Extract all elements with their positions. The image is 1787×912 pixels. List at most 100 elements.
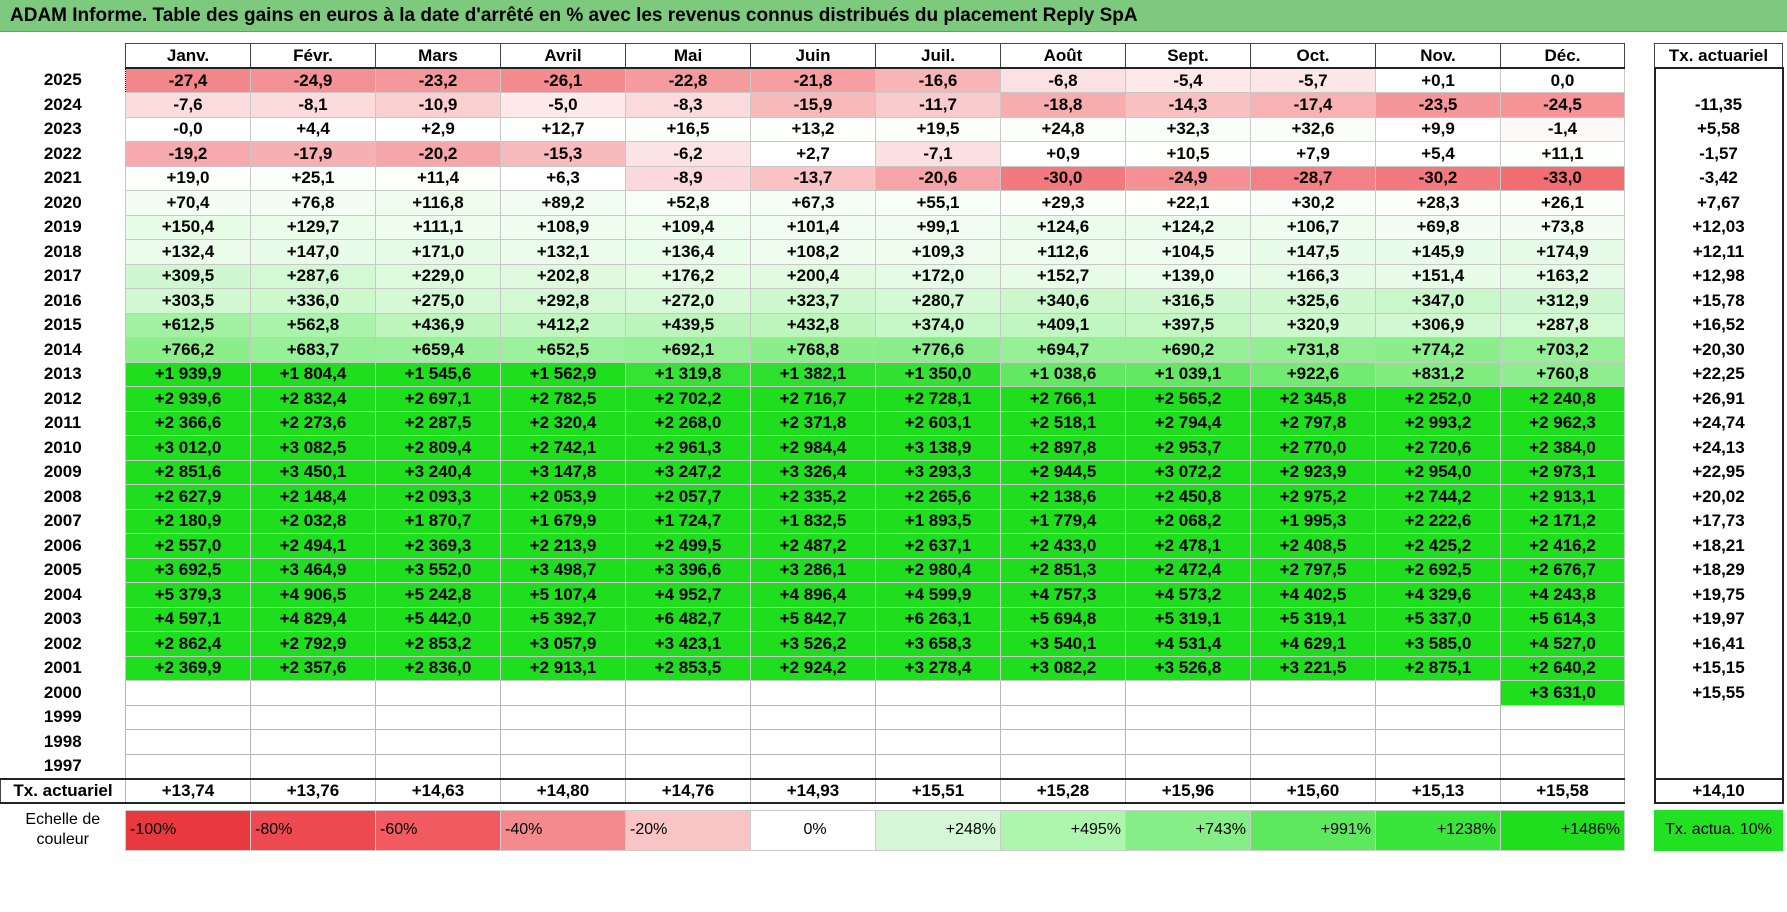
gain-cell: +2 944,5 <box>1000 459 1126 485</box>
gain-cell: +202,8 <box>500 263 626 289</box>
spacer <box>1624 435 1655 460</box>
gain-cell: +2 345,8 <box>1250 386 1376 412</box>
tx-cell: +15,78 <box>1653 288 1784 313</box>
gain-cell <box>250 753 376 779</box>
tx-cell: +7,67 <box>1653 190 1784 215</box>
spacer <box>1624 68 1655 93</box>
gain-cell: -5,4 <box>1125 67 1251 93</box>
gain-cell: -5,7 <box>1250 67 1376 93</box>
scale-swatch: +991% <box>1250 809 1376 851</box>
scale-swatch: -80% <box>250 809 376 851</box>
gain-cell: +13,2 <box>750 116 876 142</box>
gain-cell: +2 384,0 <box>1500 435 1625 461</box>
gain-cell: +132,1 <box>500 239 626 265</box>
gain-cell: +16,5 <box>625 116 751 142</box>
gain-cell <box>1250 753 1376 779</box>
gain-cell: +2 853,2 <box>375 631 501 657</box>
gain-cell: +145,9 <box>1375 239 1501 265</box>
table-row: 2009 +2 851,6 +3 450,1 +3 240,4 +3 147,8 +3 2… <box>1 459 1784 485</box>
gain-cell <box>625 704 751 730</box>
gain-cell: +5 337,0 <box>1375 606 1501 632</box>
footer-tx-cell: +15,51 <box>875 777 1001 804</box>
gain-cell: +171,0 <box>375 239 501 265</box>
gain-cell <box>125 729 251 755</box>
gain-cell: +2 836,0 <box>375 655 501 681</box>
gain-cell: +2 913,1 <box>500 655 626 681</box>
month-header: Sept. <box>1125 43 1251 69</box>
gain-cell: +3 221,5 <box>1250 655 1376 681</box>
gain-cell: +76,8 <box>250 190 376 216</box>
gain-cell: +347,0 <box>1375 288 1501 314</box>
gain-cell: -20,6 <box>875 165 1001 191</box>
gain-cell: +4 329,6 <box>1375 582 1501 608</box>
gain-cell: -23,5 <box>1375 92 1501 118</box>
gain-cell: +272,0 <box>625 288 751 314</box>
gain-cell <box>625 753 751 779</box>
gain-cell: +2 273,6 <box>250 410 376 436</box>
gain-cell: +9,9 <box>1375 116 1501 142</box>
gain-cell: -22,8 <box>625 67 751 93</box>
gain-cell <box>750 729 876 755</box>
spacer <box>1624 386 1655 411</box>
gain-cell: +2 923,9 <box>1250 459 1376 485</box>
gain-cell: +2 832,4 <box>250 386 376 412</box>
gain-cell: -27,4 <box>125 67 251 93</box>
gain-cell: +3 072,2 <box>1125 459 1251 485</box>
month-header: Janv. <box>125 43 251 69</box>
spacer <box>1624 288 1655 313</box>
table-row: 2018 +132,4 +147,0 +171,0 +132,1 +136,4 +108,2… <box>1 239 1784 265</box>
gain-cell: +2 425,2 <box>1375 533 1501 559</box>
gain-cell: -30,0 <box>1000 165 1126 191</box>
gain-cell: +5,4 <box>1375 141 1501 167</box>
table-row: 2019 +150,4 +129,7 +111,1 +108,9 +109,4 +101,4… <box>1 214 1784 240</box>
gain-cell: -26,1 <box>500 67 626 93</box>
gain-cell: +2 702,2 <box>625 386 751 412</box>
gain-cell: +690,2 <box>1125 337 1251 363</box>
gain-cell: +4 243,8 <box>1500 582 1625 608</box>
gain-cell: +2 093,3 <box>375 484 501 510</box>
table-row: 2020 +70,4 +76,8 +116,8 +89,2 +52,8 +67,3 +55,1… <box>1 190 1784 216</box>
gain-cell: +5 392,7 <box>500 606 626 632</box>
gain-cell: +2 369,3 <box>375 533 501 559</box>
report-title: ADAM Informe. Table des gains en euros à… <box>0 0 1787 32</box>
month-header: Févr. <box>250 43 376 69</box>
month-header: Juin <box>750 43 876 69</box>
gain-cell: +325,6 <box>1250 288 1376 314</box>
tx-cell: +22,95 <box>1653 460 1784 485</box>
gain-cell: +4 573,2 <box>1125 582 1251 608</box>
table-row: 1999 <box>1 704 1784 730</box>
tx-actuariel-footer-row: Tx. actuariel +13,74 +13,76 +14,63 +14,80 +14… <box>0 777 1784 804</box>
year-label: 2000 <box>43 682 82 702</box>
gain-cell: +2 797,8 <box>1250 410 1376 436</box>
gain-cell: +32,3 <box>1125 116 1251 142</box>
gain-cell: +2 557,0 <box>125 533 251 559</box>
month-header: Août <box>1000 43 1126 69</box>
gain-cell: +5 442,0 <box>375 606 501 632</box>
gain-cell: +683,7 <box>250 337 376 363</box>
gain-cell: +432,8 <box>750 312 876 338</box>
gain-cell: +2 499,5 <box>625 533 751 559</box>
gain-cell: +5 694,8 <box>1000 606 1126 632</box>
month-header: Mars <box>375 43 501 69</box>
gain-cell <box>1375 704 1501 730</box>
gain-cell: +108,2 <box>750 239 876 265</box>
gain-cell: +3 057,9 <box>500 631 626 657</box>
month-header: Nov. <box>1375 43 1501 69</box>
gain-cell: +336,0 <box>250 288 376 314</box>
gain-cell: +26,1 <box>1500 190 1625 216</box>
table-row: 2010 +3 012,0 +3 082,5 +2 809,4 +2 742,1 +2 9… <box>1 435 1784 461</box>
gain-cell: +5 107,4 <box>500 582 626 608</box>
tx-cell: +15,55 <box>1653 680 1784 705</box>
spacer <box>1624 141 1655 166</box>
gain-cell: +6 263,1 <box>875 606 1001 632</box>
gain-cell: +303,5 <box>125 288 251 314</box>
footer-tx-cell: +15,58 <box>1500 777 1625 804</box>
table-row: 2004 +5 379,3 +4 906,5 +5 242,8 +5 107,4 +4 9… <box>1 582 1784 608</box>
tx-cell: +22,25 <box>1653 362 1784 387</box>
gain-cell: +768,8 <box>750 337 876 363</box>
gain-cell: +774,2 <box>1375 337 1501 363</box>
tx-cell: +12,03 <box>1653 215 1784 240</box>
gain-cell: +562,8 <box>250 312 376 338</box>
spacer <box>1624 533 1655 558</box>
footer-tx-cell: +15,96 <box>1125 777 1251 804</box>
